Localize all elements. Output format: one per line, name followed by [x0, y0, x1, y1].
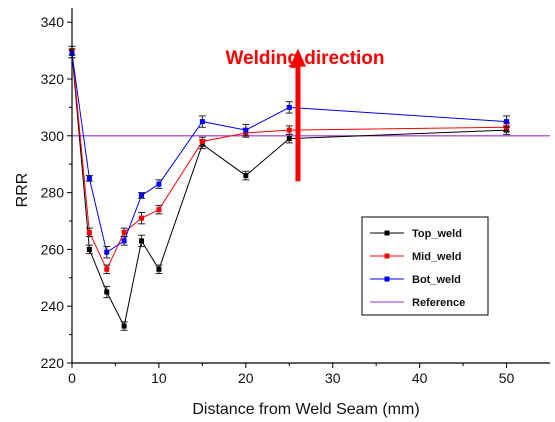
legend-label: Bot_weld — [412, 274, 461, 286]
welding-direction-annotation: Welding direction — [225, 48, 385, 182]
data-point-top-weld — [286, 136, 292, 142]
x-tick-label: 10 — [151, 370, 167, 386]
data-point-top-weld — [121, 323, 127, 329]
data-point-top-weld — [104, 289, 110, 295]
legend-swatch-marker — [384, 276, 390, 282]
data-point-mid-weld — [86, 229, 92, 235]
data-point-bot-weld — [243, 127, 249, 133]
series-line-top-weld — [71, 53, 507, 328]
legend-label: Mid_weld — [412, 251, 462, 263]
data-point-mid-weld — [199, 138, 205, 144]
x-tick-label: 0 — [68, 370, 76, 386]
data-point-bot-weld — [156, 181, 162, 187]
data-point-top-weld — [86, 246, 92, 252]
legend: Top_weld Mid_weld Bot_weld Reference — [361, 216, 489, 316]
series-line-mid-weld — [71, 50, 507, 271]
x-axis-title: Distance from Weld Seam (mm) — [192, 401, 419, 418]
y-tick-label: 340 — [41, 14, 65, 30]
x-tick-label: 30 — [325, 370, 341, 386]
y-tick-label: 300 — [41, 128, 65, 144]
y-axis-title: RRR — [14, 173, 31, 208]
data-point-top-weld — [156, 266, 162, 272]
data-point-bot-weld — [86, 175, 92, 181]
data-point-top-weld — [243, 173, 249, 179]
legend-swatch-marker — [384, 230, 390, 236]
y-tick-label: 280 — [41, 185, 65, 201]
y-tick-label: 260 — [41, 241, 65, 257]
x-tick-label: 20 — [238, 370, 254, 386]
axes: 0 10 20 30 40 50 220 240 260 280 300 320 340 — [41, 8, 550, 386]
legend-label: Reference — [412, 297, 465, 309]
data-point-mid-weld — [156, 207, 162, 213]
welding-direction-arrow-head — [289, 48, 306, 67]
y-tick-label: 220 — [41, 355, 65, 371]
data-point-mid-weld — [286, 127, 292, 133]
series-line-bot-weld — [71, 53, 507, 254]
data-point-mid-weld — [121, 229, 127, 235]
data-point-bot-weld — [286, 104, 292, 110]
y-tick-label: 240 — [41, 298, 65, 314]
y-tick-label: 320 — [41, 71, 65, 87]
data-point-bot-weld — [139, 192, 145, 198]
x-tick-label: 50 — [499, 370, 515, 386]
welding-direction-label: Welding direction — [225, 48, 384, 69]
data-point-top-weld — [139, 238, 145, 244]
x-tick-label: 40 — [412, 370, 428, 386]
data-point-mid-weld — [104, 266, 110, 272]
legend-label: Top_weld — [412, 228, 462, 240]
legend-swatch-marker — [384, 253, 390, 259]
data-point-mid-weld — [139, 215, 145, 221]
data-point-bot-weld — [121, 238, 127, 244]
data-point-bot-weld — [199, 119, 205, 125]
data-point-bot-weld — [504, 119, 510, 125]
data-point-bot-weld — [104, 249, 110, 255]
